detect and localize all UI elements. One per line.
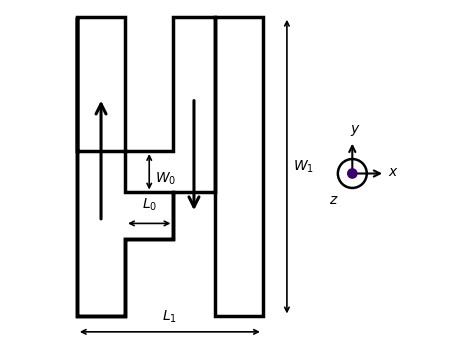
Text: $L_0$: $L_0$	[142, 197, 157, 213]
Text: y: y	[350, 122, 358, 136]
Polygon shape	[77, 17, 263, 316]
Text: x: x	[389, 165, 397, 179]
Circle shape	[348, 169, 357, 178]
Text: $L_1$: $L_1$	[163, 308, 177, 325]
Text: $W_1$: $W_1$	[293, 159, 314, 175]
Text: $W_0$: $W_0$	[155, 170, 177, 187]
Text: z: z	[329, 193, 336, 207]
